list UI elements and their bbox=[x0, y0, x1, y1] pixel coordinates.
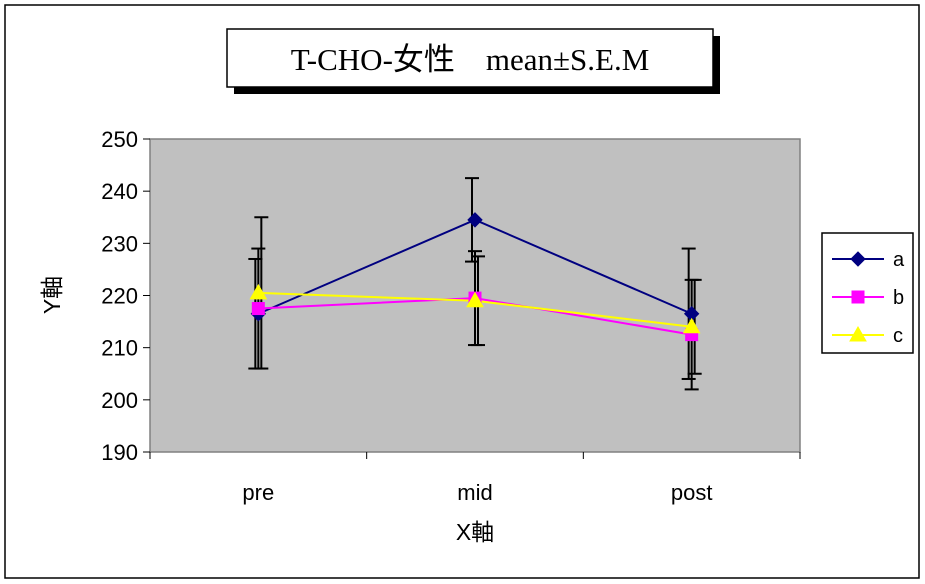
legend-item-c: c bbox=[832, 325, 903, 347]
y-tick-label: 210 bbox=[101, 336, 138, 361]
data-point-c bbox=[249, 283, 268, 300]
y-axis-title: Y軸 bbox=[39, 276, 65, 314]
x-axis-title: X軸 bbox=[456, 519, 494, 545]
data-point-b bbox=[251, 302, 265, 316]
legend-items: abc bbox=[832, 249, 905, 347]
series-layer bbox=[248, 177, 702, 391]
legend-item-a: a bbox=[832, 249, 905, 271]
y-axis: 190 200 210 220 230 240 250 bbox=[101, 127, 150, 465]
y-tick-label: 200 bbox=[101, 388, 138, 413]
y-tick-label: 220 bbox=[101, 284, 138, 309]
legend-label: c bbox=[893, 325, 903, 347]
legend-marker bbox=[851, 290, 865, 304]
legend-item-b: b bbox=[832, 287, 904, 309]
legend-marker bbox=[849, 325, 867, 342]
legend-box bbox=[821, 232, 914, 354]
x-tick-label: post bbox=[671, 480, 713, 505]
y-tick-label: 230 bbox=[101, 231, 138, 256]
x-axis: pre mid post bbox=[149, 452, 801, 505]
legend-marker bbox=[850, 251, 866, 267]
legend-label: b bbox=[893, 287, 904, 309]
title-box bbox=[226, 28, 714, 88]
x-tick-label: mid bbox=[457, 480, 492, 505]
chart-title: T-CHO-女性 mean±S.E.M bbox=[291, 42, 650, 77]
y-tick-label: 190 bbox=[101, 440, 138, 465]
data-point-c bbox=[466, 291, 484, 308]
y-tick-label: 250 bbox=[101, 127, 138, 152]
legend-label: a bbox=[893, 249, 905, 271]
data-point-c bbox=[682, 317, 701, 334]
data-point-a bbox=[467, 212, 483, 228]
x-tick-label: pre bbox=[242, 480, 274, 505]
y-tick-label: 240 bbox=[101, 179, 138, 204]
